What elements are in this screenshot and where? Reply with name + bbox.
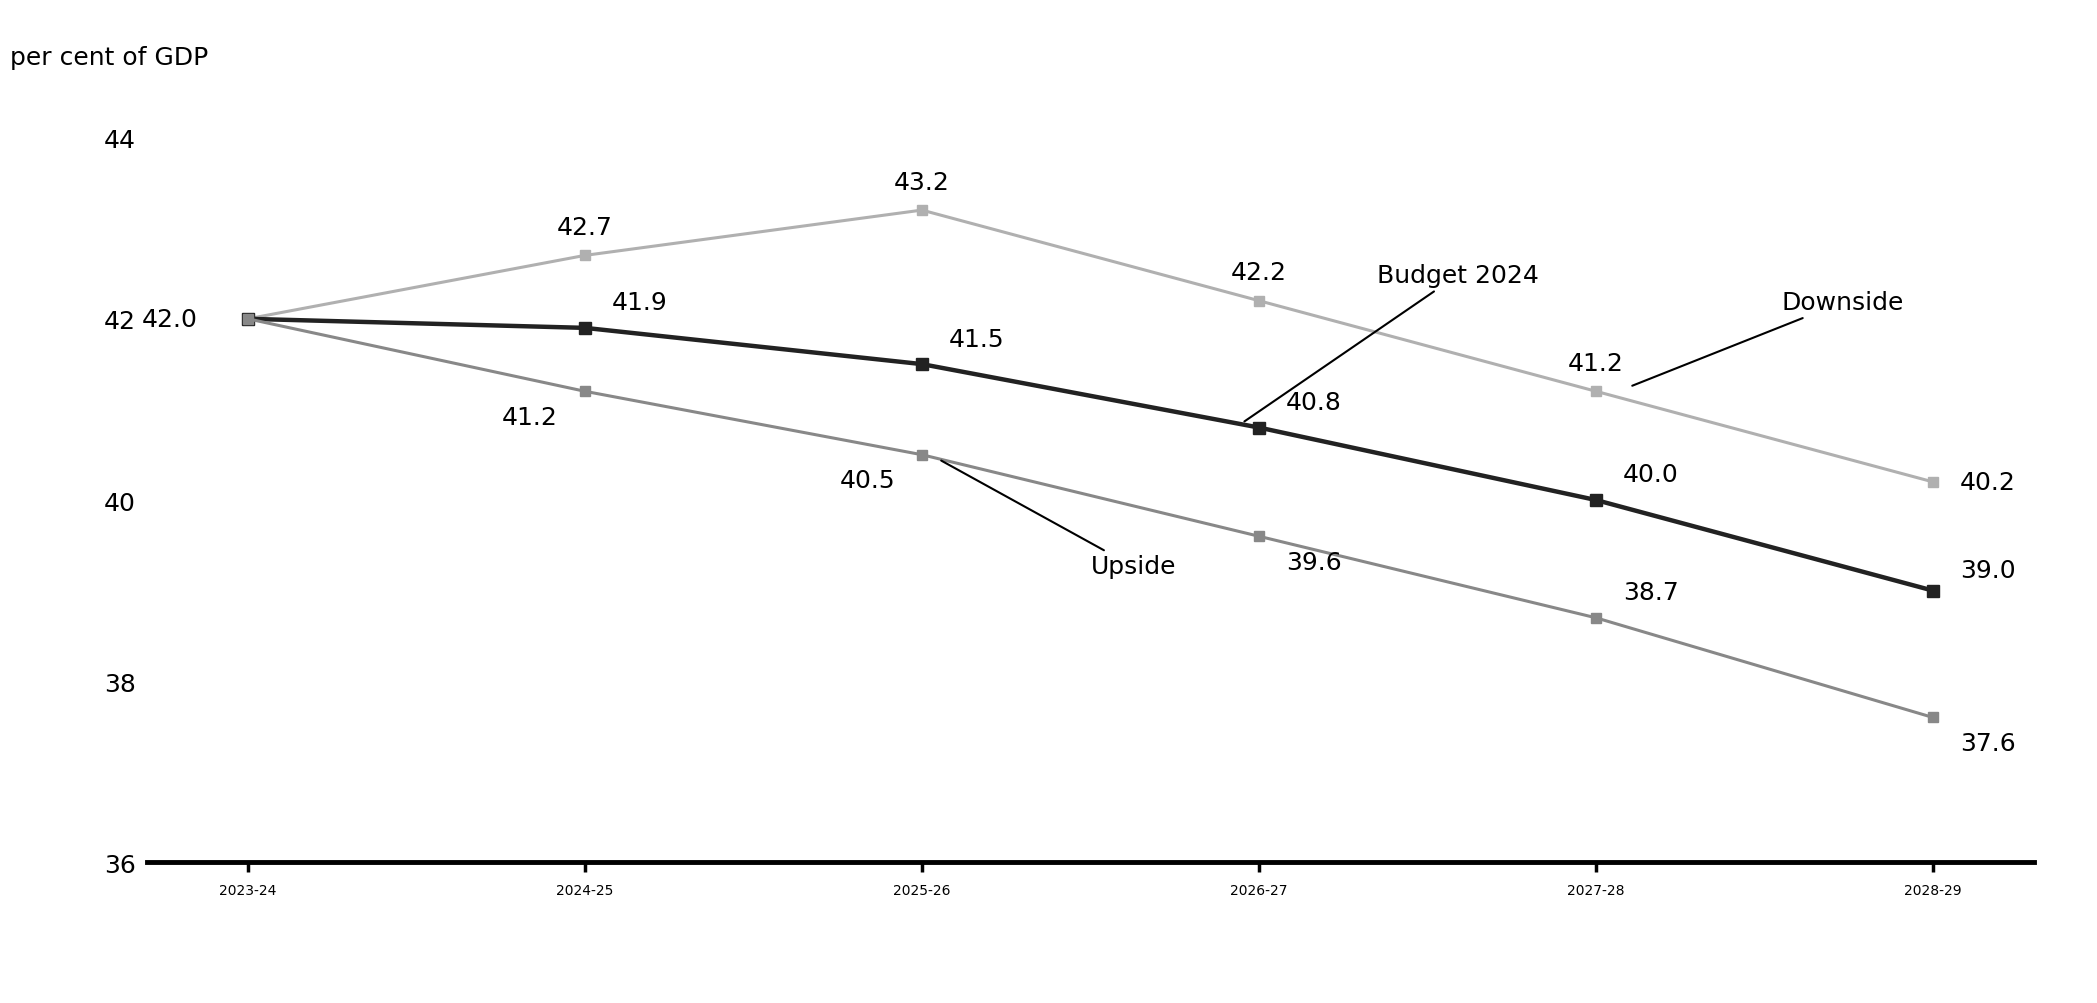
Text: 42.7: 42.7	[558, 216, 612, 240]
Text: 40.5: 40.5	[839, 468, 895, 492]
Text: 40.0: 40.0	[1623, 463, 1680, 486]
Text: Downside: Downside	[1631, 291, 1904, 386]
Text: 43.2: 43.2	[893, 171, 950, 195]
Text: 42.0: 42.0	[140, 308, 197, 331]
Text: 42.2: 42.2	[1231, 261, 1288, 285]
Text: per cent of GDP: per cent of GDP	[10, 46, 210, 70]
Text: Upside: Upside	[942, 461, 1176, 579]
Text: 39.0: 39.0	[1961, 558, 2015, 582]
Text: 40.2: 40.2	[1961, 470, 2015, 494]
Text: 41.9: 41.9	[612, 291, 667, 315]
Text: 39.6: 39.6	[1285, 551, 1342, 575]
Text: 38.7: 38.7	[1623, 581, 1680, 605]
Text: 41.5: 41.5	[948, 327, 1004, 351]
Text: 37.6: 37.6	[1961, 731, 2015, 755]
Text: 41.2: 41.2	[501, 405, 558, 429]
Text: 40.8: 40.8	[1285, 390, 1342, 414]
Text: 41.2: 41.2	[1569, 352, 1623, 375]
Text: Budget 2024: Budget 2024	[1244, 264, 1539, 422]
